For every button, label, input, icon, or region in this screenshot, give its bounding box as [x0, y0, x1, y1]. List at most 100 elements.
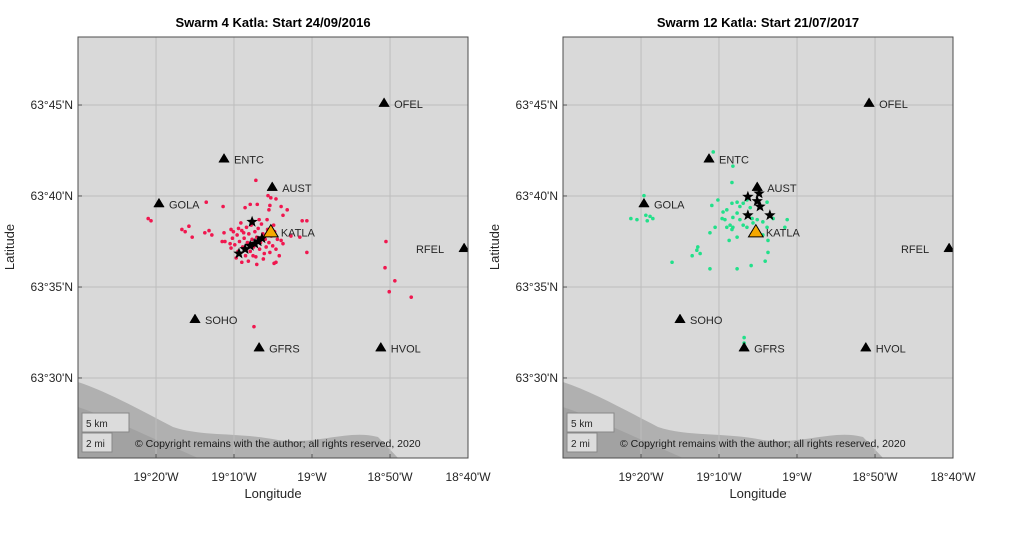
station-triangle-icon [153, 197, 165, 208]
earthquake-event [248, 249, 253, 254]
earthquake-event [243, 253, 248, 258]
map-panel-right[interactable]: 19°20'W 19°10'W 19°W 18°50'W 18°40'W 63°45'N 6… [516, 36, 977, 484]
scale-bar-km [81, 412, 130, 433]
map-panel-left[interactable]: 19°20'W 19°10'W 19°W 18°50'W 18°40'W 63°45'N 6… [31, 36, 492, 484]
earthquake-event [387, 289, 392, 294]
earthquake-event [254, 254, 258, 259]
earthquake-event [242, 236, 246, 241]
axes-frame [77, 36, 469, 459]
earthquake-event [642, 193, 646, 198]
earthquake-event [180, 227, 184, 232]
earthquake-event [731, 164, 735, 168]
earthquake-event [265, 217, 269, 222]
lat-tick-label: 63°40'N [31, 189, 73, 203]
earthquake-event [695, 245, 700, 249]
earthquake-event [262, 251, 267, 256]
earthquake-event [281, 213, 285, 218]
earthquake-event [742, 335, 746, 340]
lat-tick-label: 63°30'N [31, 371, 73, 385]
earthquake-event [251, 253, 255, 258]
earthquake-event [231, 229, 236, 234]
earthquake-event [695, 248, 699, 253]
scale-bar-km [566, 412, 615, 433]
earthquake-event [229, 227, 233, 232]
earthquake-event [146, 216, 151, 221]
earthquake-event [229, 246, 233, 250]
earthquake-event [723, 217, 727, 222]
earthquake-event [735, 200, 739, 204]
earthquake-event [274, 260, 278, 265]
earthquake-event [300, 218, 304, 223]
earthquake-event [279, 204, 283, 209]
earthquake-event [766, 250, 770, 255]
earthquake-event [220, 239, 224, 244]
earthquake-event [230, 236, 235, 241]
earthquake-event [710, 203, 714, 208]
lon-tick-label: 18°40'W [445, 470, 491, 484]
station-label: OFEL [394, 99, 423, 111]
station-triangle-icon [378, 97, 390, 107]
earthquake-event [250, 237, 254, 242]
earthquake-event [409, 295, 414, 299]
earthquake-event [766, 238, 770, 243]
station-triangle-icon [458, 242, 468, 253]
earthquake-event [236, 226, 241, 231]
earthquake-event [748, 205, 753, 210]
map-background [563, 37, 953, 458]
x-axis-label-left: Longitude [244, 486, 301, 501]
station-label: AUST [767, 183, 797, 195]
earthquake-event [730, 201, 734, 206]
earthquake-event [281, 241, 285, 246]
earthquake-event [237, 239, 242, 244]
scale-bar-mi [566, 432, 598, 453]
earthquake-event [240, 260, 244, 265]
star-marker [742, 190, 754, 202]
earthquake-event [761, 220, 765, 224]
map-title-right: Swarm 12 Katla: Start 21/07/2017 [657, 15, 859, 30]
star-marker [751, 195, 763, 206]
earthquake-event [203, 230, 207, 235]
star-marker [252, 235, 264, 247]
earthquake-event [247, 232, 251, 236]
earthquake-event [248, 202, 253, 207]
earthquake-event [270, 244, 275, 248]
earthquake-event [635, 217, 639, 222]
station-triangle-icon [189, 313, 201, 324]
earthquake-event [279, 238, 283, 243]
lon-tick-label: 19°20'W [618, 470, 664, 484]
earthquake-event [274, 197, 278, 201]
earthquake-event [305, 218, 309, 223]
earthquake-event [745, 225, 749, 230]
earthquake-event [383, 265, 387, 270]
station-triangle-icon [751, 181, 763, 191]
earthquake-event [721, 210, 725, 214]
earthquake-event [257, 217, 261, 222]
earthquake-event [728, 223, 732, 227]
station-triangle-icon [638, 197, 650, 208]
earthquake-event [735, 211, 739, 215]
earthquake-event [252, 324, 256, 329]
earthquake-event [228, 241, 232, 246]
star-marker [742, 209, 754, 221]
copyright-text: © Copyright remains with the author; all… [135, 438, 421, 450]
earthquake-event [235, 233, 239, 237]
earthquake-event [244, 225, 249, 230]
earthquake-event [190, 235, 194, 239]
earthquake-event [269, 196, 273, 200]
earthquake-event [741, 201, 745, 206]
station-label: RFEL [901, 244, 929, 256]
earthquake-event [725, 225, 729, 230]
y-axis-label-left: Latitude [2, 224, 17, 270]
lat-tick-label: 63°30'N [516, 371, 558, 385]
star-marker [244, 239, 256, 251]
station-triangle-icon [747, 223, 765, 238]
station-label: AUST [282, 183, 312, 195]
earthquake-event [785, 217, 789, 222]
star-marker [764, 209, 776, 221]
station-triangle-icon [375, 341, 387, 352]
lat-tick-label: 63°40'N [516, 189, 558, 203]
earthquake-event [765, 200, 769, 204]
station-label: KATLA [281, 228, 316, 240]
earthquake-event [305, 250, 309, 255]
lon-tick-label: 18°50'W [852, 470, 898, 484]
